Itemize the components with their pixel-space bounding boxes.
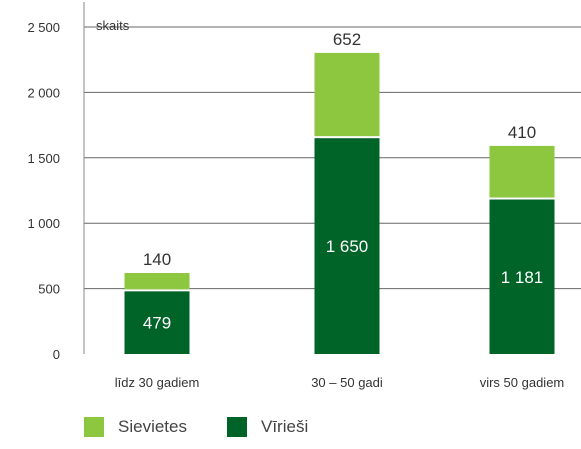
legend-swatch-viriesi <box>226 417 247 437</box>
legend-swatch-sievietes <box>84 417 104 437</box>
legend-item-sievietes: Sievietes <box>84 417 187 437</box>
bar-sievietes-1 <box>314 52 380 137</box>
legend: Sievietes Vīrieši <box>84 417 308 437</box>
value-label-viriesi-0: 479 <box>143 314 171 333</box>
value-label-sievietes-1: 652 <box>333 30 361 49</box>
y-tick-label: 1 500 <box>27 151 60 166</box>
bar-viriesi-0 <box>124 291 190 354</box>
bar-sievietes-2 <box>489 145 555 198</box>
value-label-sievietes-0: 140 <box>143 250 171 269</box>
y-tick-label: 1 000 <box>27 216 60 231</box>
y-tick-label: 2 500 <box>27 20 60 35</box>
x-tick-label: līdz 30 gadiem <box>115 375 200 390</box>
legend-label-viriesi: Vīrieši <box>260 417 309 436</box>
legend-label-sievietes: Sievietes <box>118 417 187 436</box>
y-axis-ticks: 0 500 1 000 1 500 2 000 2 500 <box>27 20 60 362</box>
y-axis-unit-label: skaits <box>96 18 130 33</box>
x-axis-labels: līdz 30 gadiem 30 – 50 gadi virs 50 gadiem <box>115 375 565 390</box>
bar-sievietes-0 <box>124 273 190 290</box>
value-label-sievietes-2: 410 <box>508 123 536 142</box>
bar-viriesi-1 <box>314 138 380 354</box>
value-label-viriesi-1: 1 650 <box>326 237 369 256</box>
y-tick-label: 2 000 <box>27 85 60 100</box>
x-tick-label: virs 50 gadiem <box>480 375 565 390</box>
y-tick-label: 0 <box>53 347 60 362</box>
value-label-viriesi-2: 1 181 <box>501 268 544 287</box>
x-tick-label: 30 – 50 gadi <box>311 375 383 390</box>
bar-viriesi-2 <box>489 199 555 354</box>
bars: 479 140 1 650 652 1 181 410 <box>124 30 555 354</box>
legend-item-viriesi: Vīrieši <box>226 417 309 437</box>
y-tick-label: 500 <box>38 282 60 297</box>
